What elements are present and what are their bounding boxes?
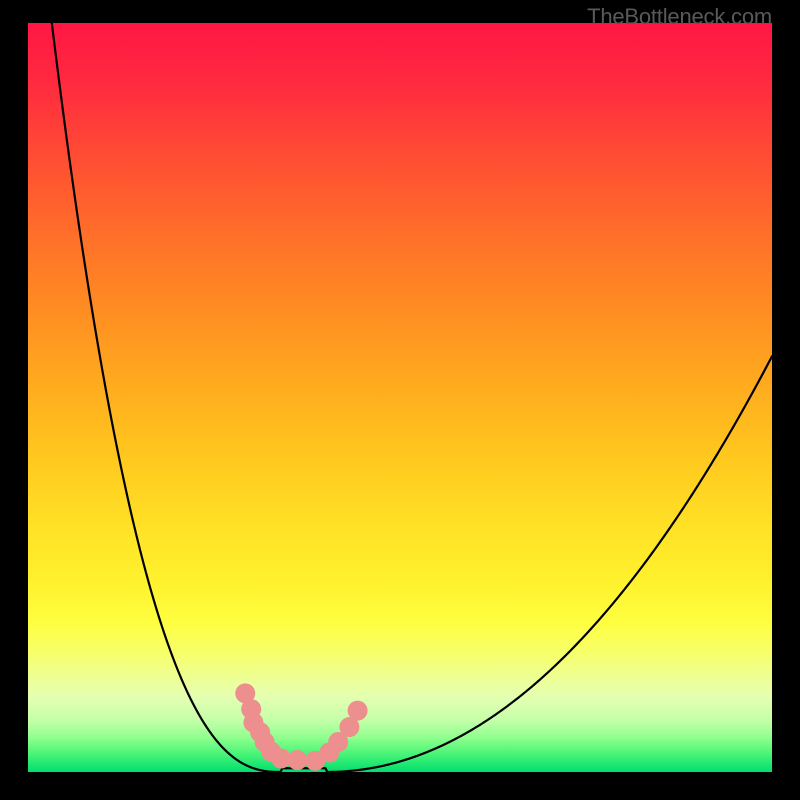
marker-dot	[287, 750, 307, 770]
bottleneck-curve	[52, 23, 772, 772]
plot-area	[28, 23, 772, 772]
curve-layer	[28, 23, 772, 772]
marker-dot	[348, 701, 368, 721]
chart-container: TheBottleneck.com	[0, 0, 800, 800]
watermark-text: TheBottleneck.com	[587, 4, 772, 30]
markers-group	[235, 683, 367, 770]
